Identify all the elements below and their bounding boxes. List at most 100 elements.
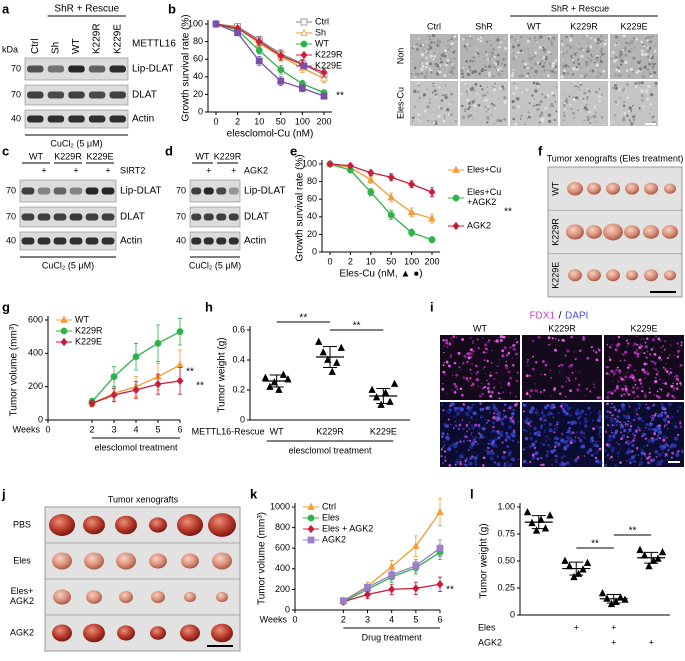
cell: [420, 67, 424, 72]
cell: [542, 48, 546, 52]
cell: [654, 85, 657, 87]
fdx1-signal: [470, 373, 473, 375]
data-point: [277, 51, 285, 60]
fdx1-signal: [553, 406, 556, 409]
fdx1-signal: [639, 382, 643, 385]
fdx1-signal: [594, 351, 598, 354]
cell: [618, 96, 621, 99]
dapi-signal: [627, 425, 629, 427]
cell: [464, 36, 467, 40]
cell: [528, 102, 531, 105]
blot-band: [203, 187, 214, 195]
cell: [652, 68, 654, 70]
dapi-signal: [544, 405, 548, 410]
dapi-signal: [504, 438, 508, 442]
fdx1-signal: [610, 370, 613, 374]
dapi-signal: [529, 419, 533, 424]
fdx1-signal: [472, 456, 475, 458]
legend-label: AGK2: [467, 220, 491, 230]
column-label: WT: [527, 21, 541, 31]
band-label: DLAT: [120, 212, 145, 223]
dapi-signal: [656, 460, 659, 463]
fdx1-signal: [485, 407, 488, 410]
bracket-label: Drug treatment: [362, 632, 423, 642]
y-tick-label: 0: [240, 414, 245, 424]
fdx1-signal: [633, 437, 636, 440]
fdx1-signal: [497, 392, 500, 395]
cell: [595, 69, 596, 71]
fdx1-signal: [658, 424, 661, 428]
dapi-signal: [669, 444, 674, 449]
dapi-signal: [462, 440, 465, 443]
y-tick-label: 0: [198, 106, 203, 116]
micrograph: [460, 34, 508, 79]
cell: [610, 120, 613, 123]
cell: [587, 61, 589, 63]
fdx1-signal: [464, 435, 467, 438]
fdx1-signal: [649, 391, 651, 394]
dapi-signal: [512, 439, 515, 442]
fdx1-signal: [628, 393, 631, 396]
dapi-signal: [530, 406, 535, 411]
cell: [640, 49, 644, 53]
fdx1-signal: [606, 343, 609, 346]
dapi-signal: [455, 451, 458, 453]
fdx1-signal: [658, 356, 662, 360]
cell: [569, 109, 570, 111]
fdx1-signal: [475, 364, 478, 368]
fdx1-signal: [538, 414, 540, 416]
fdx1-signal: [496, 430, 499, 433]
cell: [545, 55, 548, 59]
row-label: K229R: [550, 218, 560, 246]
dapi-signal: [508, 463, 513, 468]
cell: [527, 47, 529, 50]
cell: [487, 91, 489, 94]
fdx1-signal: [619, 376, 622, 379]
fdx1-signal: [449, 341, 451, 343]
fdx1-signal: [564, 395, 567, 398]
fdx1-signal: [676, 382, 679, 385]
dapi-signal: [615, 423, 619, 427]
cell: [533, 98, 535, 100]
cell: [487, 105, 490, 108]
fdx1-signal: [638, 378, 642, 382]
blot-band: [109, 115, 126, 123]
fdx1-signal: [611, 414, 614, 417]
cell: [577, 62, 581, 66]
significance: **: [629, 526, 637, 537]
fdx1-signal: [624, 350, 627, 354]
cell: [429, 54, 433, 58]
blot-band: [37, 187, 51, 195]
fdx1-signal: [644, 377, 647, 379]
cell: [469, 44, 472, 47]
cell: [466, 43, 468, 46]
fdx1-signal: [649, 353, 652, 356]
cell: [547, 69, 549, 71]
lane-label: Ctrl: [30, 38, 41, 54]
cell: [641, 52, 645, 57]
cell: [414, 106, 416, 108]
fdx1-signal: [490, 371, 492, 373]
cell: [568, 99, 570, 101]
dapi-signal: [560, 402, 564, 406]
fdx1-signal: [669, 344, 672, 346]
cell: [490, 45, 492, 47]
cell: [654, 101, 656, 103]
fdx1-signal: [643, 352, 646, 355]
dapi-signal: [651, 417, 655, 421]
fdx1-signal: [673, 396, 676, 400]
fdx1-signal: [515, 379, 519, 383]
data-point: [234, 29, 242, 37]
cell: [569, 103, 572, 106]
cell: [492, 65, 496, 69]
dapi-signal: [567, 421, 570, 424]
cell: [580, 75, 583, 78]
dapi-signal: [554, 441, 558, 445]
fdx1-signal: [651, 338, 656, 342]
cell: [485, 53, 488, 56]
blot-band: [69, 237, 83, 245]
legend-marker: [300, 62, 308, 70]
fdx1-signal: [559, 371, 561, 373]
blot-band: [68, 115, 85, 123]
dapi-signal: [568, 414, 572, 417]
